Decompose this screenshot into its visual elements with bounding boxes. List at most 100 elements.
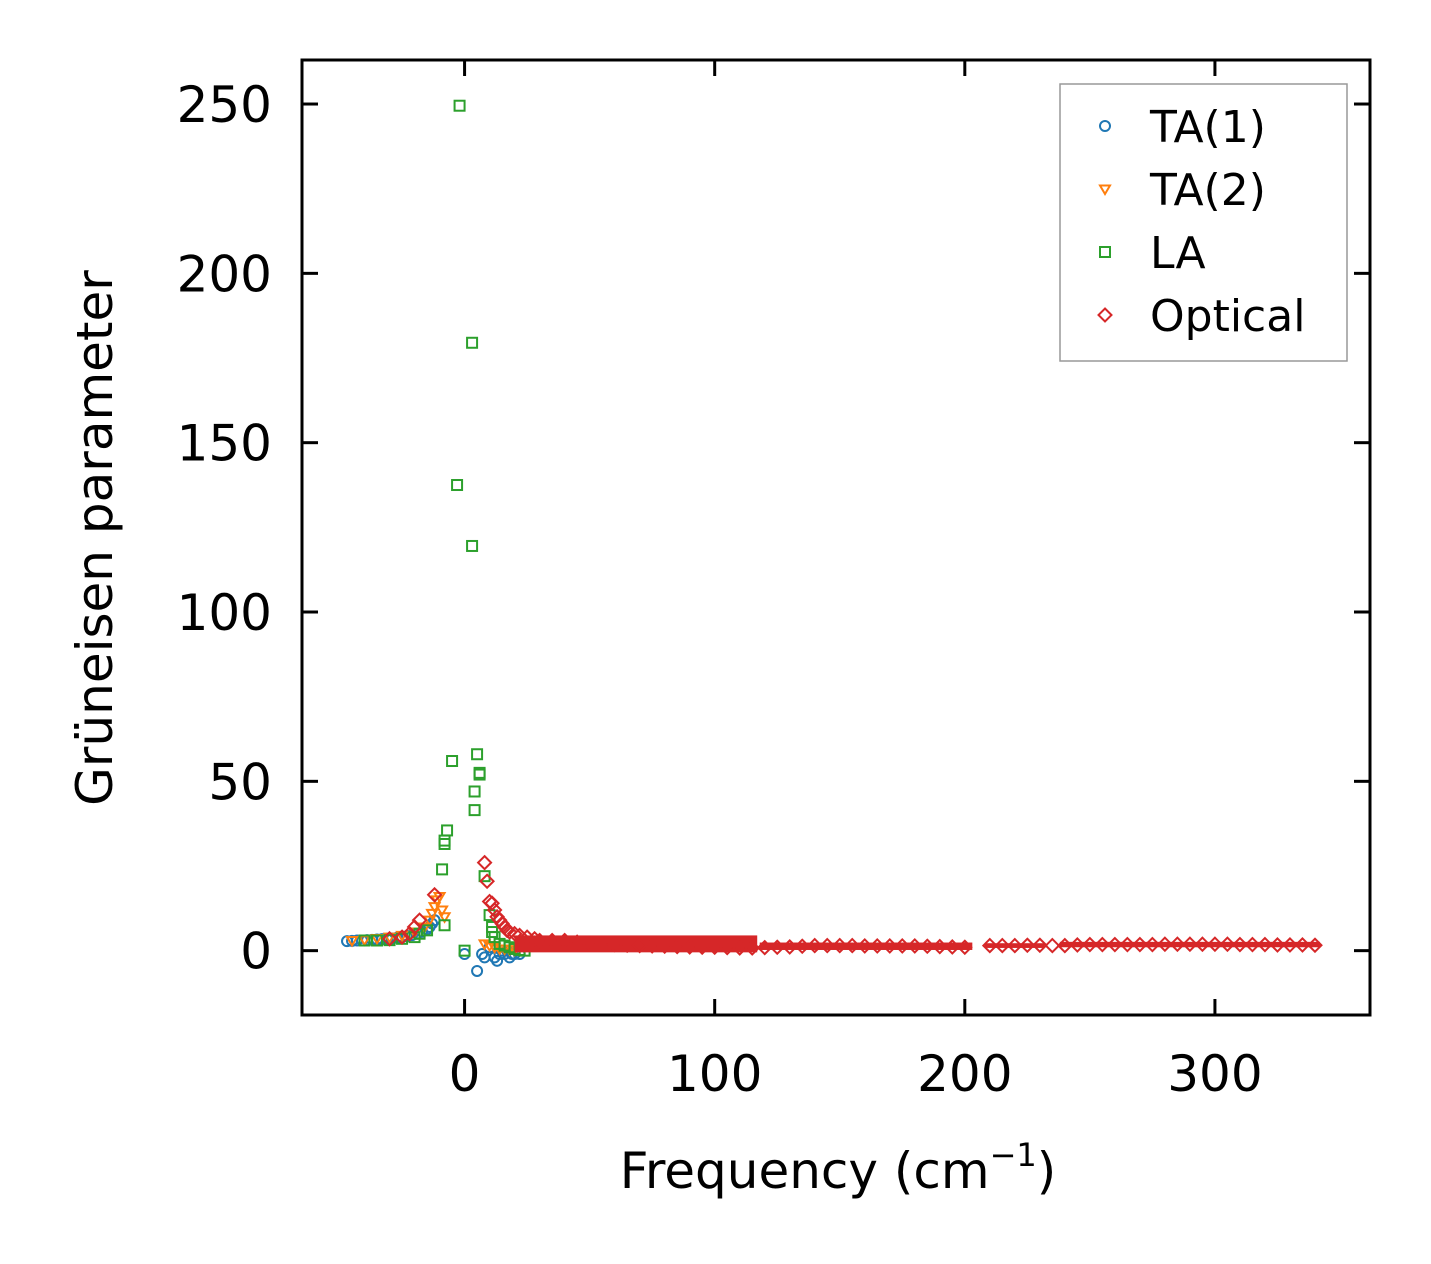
data-point (794, 938, 811, 955)
data-point (706, 939, 723, 956)
data-point (453, 99, 466, 112)
data-point (446, 755, 459, 768)
data-point (856, 938, 873, 954)
data-point (1019, 937, 1036, 954)
data-point (1244, 936, 1261, 953)
data-point (1006, 937, 1023, 954)
data-point (425, 908, 439, 921)
data-point (1031, 937, 1048, 954)
data-point (436, 863, 449, 876)
data-point (556, 932, 573, 949)
data-point (1257, 936, 1273, 953)
data-point (1144, 936, 1161, 953)
data-point (581, 935, 598, 952)
data-point (806, 937, 823, 954)
y-axis-title: Grüneisen parameter (66, 270, 124, 806)
data-point (619, 937, 636, 954)
data-point (1169, 936, 1186, 953)
data-point (381, 930, 398, 947)
data-point (506, 925, 523, 942)
data-point (371, 934, 384, 947)
data-point (501, 924, 518, 940)
data-point (744, 940, 761, 956)
data-point (1119, 936, 1136, 953)
data-point (1207, 936, 1223, 953)
data-point (669, 938, 686, 955)
data-point (1069, 936, 1086, 953)
data-point (681, 939, 698, 955)
data-point (1156, 936, 1173, 953)
data-point (491, 954, 504, 967)
data-point (458, 944, 471, 957)
legend-label: Optical (1150, 291, 1305, 342)
data-point (756, 939, 773, 956)
legend-label: LA (1150, 228, 1206, 279)
dense-point-band (984, 943, 1045, 948)
legend-label: TA(2) (1149, 165, 1266, 216)
data-point (769, 939, 786, 956)
data-point (1081, 936, 1098, 953)
data-point (644, 938, 661, 954)
data-point (931, 938, 948, 955)
data-point (694, 939, 711, 956)
data-point (531, 932, 548, 949)
dense-point-band (759, 942, 973, 950)
data-point (437, 912, 452, 924)
data-point (466, 336, 479, 349)
data-point (956, 939, 973, 956)
data-point (1269, 936, 1286, 953)
plot-frame (300, 58, 1372, 1017)
x-axis-title-close: ) (1037, 1142, 1057, 1200)
data-point (526, 930, 543, 947)
data-point (438, 837, 451, 850)
data-point (426, 886, 443, 903)
legend: TA(1) TA(2) LA Optical (1059, 83, 1348, 362)
data-point (422, 915, 437, 928)
data-point (719, 939, 736, 956)
y-tick-label: 250 (177, 76, 272, 134)
legend-item: LA (1099, 228, 1206, 279)
data-points (341, 99, 1323, 977)
data-point (401, 925, 418, 942)
series-la (358, 99, 531, 957)
data-point (468, 804, 481, 817)
data-point (781, 939, 798, 955)
legend-item: Optical (1097, 291, 1305, 342)
data-point (421, 924, 434, 937)
data-point (819, 937, 836, 954)
legend-label: TA(1) (1149, 102, 1266, 153)
data-point (1094, 936, 1111, 953)
data-point (881, 938, 898, 954)
x-axis-title-main: Frequency (cm (620, 1142, 990, 1200)
data-point (844, 937, 861, 954)
y-tick-label: 100 (177, 584, 272, 642)
data-point (438, 834, 451, 847)
legend-marker (1098, 184, 1112, 196)
data-point (435, 905, 449, 917)
data-point (458, 948, 471, 961)
data-point (451, 479, 464, 492)
data-point (468, 785, 481, 798)
data-point (919, 938, 936, 955)
data-point (1182, 936, 1198, 953)
legend-item: TA(1) (1099, 102, 1266, 153)
y-tick-label: 200 (177, 245, 272, 303)
data-point (1106, 936, 1123, 953)
data-point (1294, 936, 1311, 953)
data-point (476, 854, 493, 871)
data-point (438, 919, 451, 932)
data-point (944, 939, 961, 955)
data-point (906, 938, 923, 954)
x-tick-label: 300 (1167, 1045, 1262, 1103)
data-point (1056, 937, 1073, 954)
data-point (1307, 937, 1323, 954)
data-point (606, 936, 623, 953)
data-point (358, 934, 371, 947)
data-point (831, 937, 848, 954)
data-point (471, 748, 484, 761)
data-point (1044, 937, 1061, 954)
data-point (479, 873, 496, 890)
data-point (1282, 936, 1298, 953)
data-point (656, 938, 673, 955)
